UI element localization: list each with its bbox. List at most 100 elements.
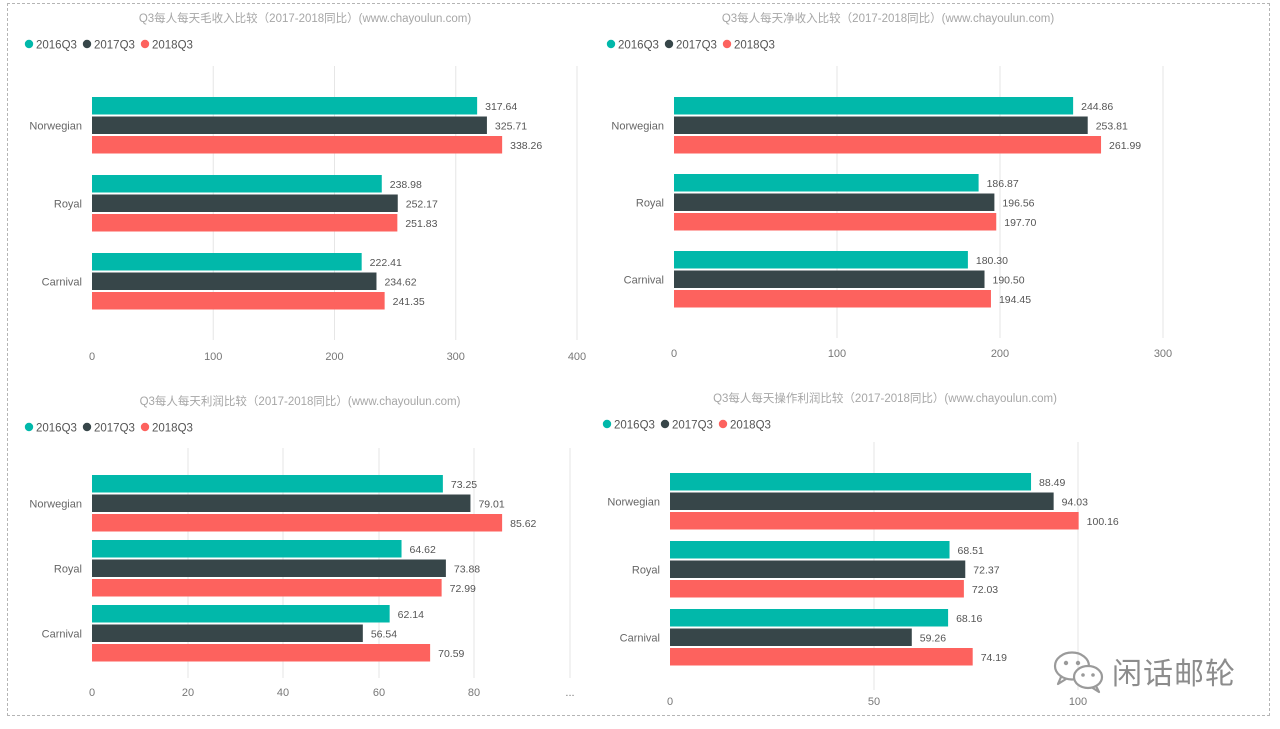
chart1-legend-marker-3	[140, 39, 150, 49]
chart4-title: Q3每人每天操作利润比较（2017-2018同比）(www.chayoulun.…	[713, 391, 1057, 405]
dashboard-frame	[7, 3, 1270, 716]
chart3-category-label-1: Norwegian	[29, 498, 82, 510]
chart2-legend-label-2: 2017Q3	[676, 40, 717, 52]
chart2-bar-3-2	[674, 270, 985, 288]
chart3-bar-3-1	[92, 605, 390, 623]
chart2-tick-label-1: 0	[671, 348, 677, 360]
chart3-category-label-2: Royal	[54, 563, 82, 575]
chart4-bar-1-1	[670, 473, 1032, 491]
chart1-legend-marker-2	[82, 39, 92, 49]
chart1-category-label-2: Royal	[54, 198, 82, 210]
chart2-data-label-2-3: 197.70	[1004, 217, 1036, 229]
chart2-category-label-2: Royal	[636, 197, 664, 209]
chart3-bar-3-2	[92, 624, 363, 642]
chart4-tick-label-3: 100	[1069, 696, 1087, 708]
chart4-category-label-2: Royal	[632, 564, 660, 576]
chart1-tick-label-2: 100	[204, 351, 222, 363]
chart3-tick-label-1: 0	[89, 687, 95, 699]
chart1-data-label-1-1: 317.64	[485, 101, 517, 113]
chart1-tick-label-5: 400	[568, 351, 586, 363]
chart4-legend-label-1: 2016Q3	[614, 420, 655, 432]
chart3-data-label-1-1: 73.25	[451, 479, 477, 491]
chart2-tick-label-4: 300	[1154, 348, 1172, 360]
chart2-legend-marker-3	[722, 39, 732, 49]
chart1-bar-2-2	[92, 194, 398, 212]
chart3-title: Q3每人每天利润比较（2017-2018同比）(www.chayoulun.co…	[140, 394, 461, 408]
chart3-legend-marker-3	[140, 422, 150, 432]
chart3-data-label-2-3: 72.99	[450, 583, 476, 595]
chart4-legend-label-3: 2018Q3	[730, 420, 771, 432]
chart4-data-label-1-3: 100.16	[1087, 516, 1119, 528]
chart1-bar-1-1	[92, 97, 478, 115]
chart4-category-label-1: Norwegian	[607, 496, 660, 508]
chart3-bar-1-3	[92, 514, 503, 532]
chart4-data-label-3-1: 68.16	[956, 613, 982, 625]
chart4-bar-2-1	[670, 541, 950, 559]
chart1-tick-label-4: 300	[447, 351, 465, 363]
chart3-legend-label-3: 2018Q3	[152, 423, 193, 435]
chart3-data-label-2-1: 64.62	[410, 544, 436, 556]
chart3-legend-label-2: 2017Q3	[94, 423, 135, 435]
chart1-data-label-2-2: 252.17	[406, 198, 438, 210]
wechat-icon	[1053, 651, 1104, 694]
chart4-bar-3-1	[670, 609, 949, 627]
chart2-bar-3-1	[674, 251, 968, 269]
chart1-legend-marker-1	[24, 39, 34, 49]
chart4-category-label-3: Carnival	[620, 632, 660, 644]
chart1-bar-3-2	[92, 272, 377, 290]
chart1-bar-3-3	[92, 292, 385, 310]
chart4-bar-2-3	[670, 580, 964, 598]
chart3-bar-2-2	[92, 559, 446, 577]
chart1-legend-label-2: 2017Q3	[94, 40, 135, 52]
chart2-bar-1-3	[674, 136, 1102, 154]
chart3-tick-label-4: 60	[373, 687, 385, 699]
chart2-title: Q3每人每天净收入比较（2017-2018同比）(www.chayoulun.c…	[722, 11, 1054, 25]
chart1-bar-3-1	[92, 253, 362, 271]
chart2-data-label-1-2: 253.81	[1096, 120, 1128, 132]
chart4-tick-label-1: 0	[667, 696, 673, 708]
chart4-data-label-2-3: 72.03	[972, 584, 998, 596]
chart1-bar-1-2	[92, 116, 487, 134]
chart2-tick-label-3: 200	[991, 348, 1009, 360]
watermark-text: 闲话邮轮	[1112, 657, 1236, 692]
chart4-data-label-2-1: 68.51	[958, 545, 984, 557]
chart4-bar-1-2	[670, 492, 1054, 510]
chart4-data-label-3-3: 74.19	[981, 652, 1007, 664]
chart2-bar-2-2	[674, 193, 995, 211]
chart4-data-label-1-1: 88.49	[1039, 477, 1065, 489]
chart1-data-label-3-1: 222.41	[370, 257, 402, 269]
chart1-data-label-3-2: 234.62	[384, 276, 416, 288]
watermark: 闲话邮轮	[1050, 648, 1250, 694]
chart1-title: Q3每人每天毛收入比较（2017-2018同比）(www.chayoulun.c…	[139, 11, 471, 25]
chart3-data-label-3-2: 56.54	[371, 628, 397, 640]
chart4-legend-label-2: 2017Q3	[672, 420, 713, 432]
chart2-data-label-2-2: 196.56	[1002, 197, 1034, 209]
chart2-data-label-2-1: 186.87	[987, 178, 1019, 190]
chart2-bar-2-3	[674, 213, 997, 231]
chart4-data-label-1-2: 94.03	[1062, 496, 1088, 508]
chart2-data-label-3-2: 190.50	[993, 274, 1025, 286]
chart1-data-label-2-1: 238.98	[390, 179, 422, 191]
chart3-data-label-2-2: 73.88	[454, 563, 480, 575]
chart3-tick-label-2: 20	[182, 687, 194, 699]
chart2-legend-label-1: 2016Q3	[618, 40, 659, 52]
chart4-bar-2-2	[670, 560, 966, 578]
chart2-bar-1-2	[674, 116, 1088, 134]
chart1-data-label-1-3: 338.26	[510, 140, 542, 152]
chart3-data-label-3-3: 70.59	[438, 648, 464, 660]
chart1-category-label-1: Norwegian	[29, 120, 82, 132]
chart3-tick-label-6: ...	[565, 687, 574, 699]
chart1-data-label-1-2: 325.71	[495, 120, 527, 132]
chart3-data-label-1-3: 85.62	[510, 518, 536, 530]
chart3-bar-1-2	[92, 494, 471, 512]
chart3-bar-2-3	[92, 579, 442, 597]
chart4-bar-3-3	[670, 648, 973, 666]
chart3-legend-label-1: 2016Q3	[36, 423, 77, 435]
chart2-bar-3-3	[674, 290, 991, 308]
chart1-legend-label-3: 2018Q3	[152, 40, 193, 52]
chart2-data-label-1-3: 261.99	[1109, 140, 1141, 152]
chart2-bar-1-1	[674, 97, 1074, 115]
chart3-data-label-3-1: 62.14	[398, 609, 424, 621]
chart2-category-label-1: Norwegian	[611, 120, 664, 132]
chart2-data-label-3-3: 194.45	[999, 294, 1031, 306]
